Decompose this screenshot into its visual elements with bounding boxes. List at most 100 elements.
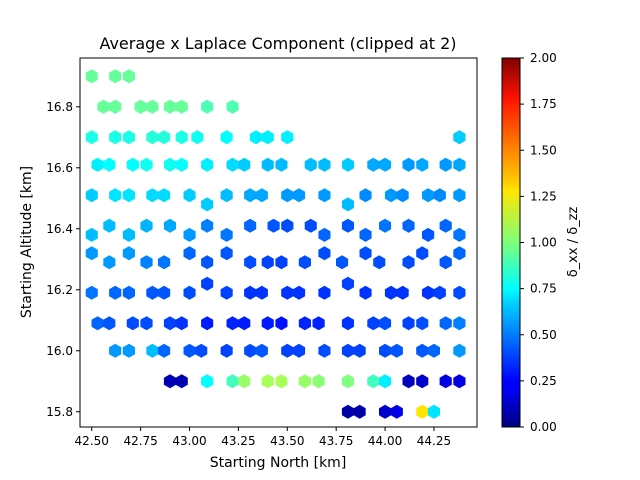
hex-cell [318,188,331,203]
hex-cell [453,130,466,145]
hex-cell [103,218,116,233]
hex-cell [422,227,435,242]
hex-cell [244,218,257,233]
hex-cell [183,227,196,242]
hex-cell [122,227,135,242]
hex-cell [341,343,354,358]
hex-cell [163,157,176,172]
hex-cell [379,316,392,331]
hex-cell [427,404,440,419]
hex-cell [140,157,153,172]
hex-cell [175,99,188,114]
hex-cell [318,285,331,300]
hex-cell [201,157,214,172]
hex-cell [453,316,466,331]
hex-cell [226,316,239,331]
colorbar-ticks: 0.00 0.25 0.50 0.75 1.00 1.25 1.50 1.75 2.00 [520,51,557,434]
x-tick-label: 43.25 [221,434,255,448]
hex-cell [373,255,386,270]
hex-cell [122,188,135,203]
hex-cell [109,343,122,358]
hex-cell [439,218,452,233]
hex-cell [220,227,233,242]
hex-cell [220,246,233,261]
x-tick-label: 43.00 [172,434,206,448]
hex-cell [201,218,214,233]
colorbar-tick-label: 0.25 [530,374,557,388]
hex-cell [384,188,397,203]
hex-cell [433,188,446,203]
hex-cell [359,188,372,203]
hex-cell [379,343,392,358]
hex-cell [85,285,98,300]
hex-cell [220,285,233,300]
y-axis: 15.8 16.0 16.2 16.4 16.6 16.8 [46,100,80,419]
hex-cell [140,218,153,233]
hex-cell [318,343,331,358]
hex-cell [175,374,188,389]
hex-cell [226,99,239,114]
y-tick-label: 16.4 [46,222,73,236]
hex-cell [201,316,214,331]
hex-cell [453,246,466,261]
hex-cell [275,255,288,270]
hex-cell [318,246,331,261]
colorbar-label: δ_xx / δ_zz [566,207,581,278]
hex-cell [122,343,135,358]
hex-cell [453,157,466,172]
colorbar-tick-label: 1.00 [530,236,557,250]
hex-cell [261,130,274,145]
chart-title: Average x Laplace Component (clipped at … [99,34,456,53]
y-axis-label: Starting Altitude [km] [19,166,35,318]
hex-cell [379,157,392,172]
hex-cell [416,343,429,358]
hex-cell [163,99,176,114]
hex-cell [416,316,429,331]
hex-cell [341,276,354,291]
hex-cell [318,227,331,242]
hex-cell [341,157,354,172]
hex-cell [379,218,392,233]
colorbar-tick-label: 0.00 [530,420,557,434]
hex-cell [427,343,440,358]
hex-cell [158,285,171,300]
hex-cell [109,130,122,145]
hex-cell [163,374,176,389]
hex-cell [146,285,159,300]
hex-cell [109,285,122,300]
x-tick-label: 44.25 [417,434,451,448]
y-tick-label: 16.0 [46,344,73,358]
hex-cell [158,343,171,358]
hex-cell [379,374,392,389]
hex-cell [126,157,139,172]
hex-cell [367,316,380,331]
hex-cell [390,404,403,419]
hex-cell [201,374,214,389]
hex-cell [439,255,452,270]
hex-cell [183,246,196,261]
hex-cell [384,285,397,300]
hex-cell [396,285,409,300]
hex-cell [122,130,135,145]
hex-cell [312,374,325,389]
hex-cell [109,188,122,203]
hex-cell [402,316,415,331]
hex-cell [146,130,159,145]
hex-cell [359,246,372,261]
hex-cell [298,374,311,389]
hex-cell [158,188,171,203]
colorbar-tick-label: 0.75 [530,282,557,296]
x-tick-label: 43.75 [319,434,353,448]
colorbar [501,57,521,428]
hex-cell [312,316,325,331]
hex-cell [416,246,429,261]
hex-cell [439,157,452,172]
hex-cell [379,404,392,419]
hex-cell [122,69,135,84]
hex-cell [191,130,204,145]
hex-cell [85,130,98,145]
hex-cell [433,285,446,300]
hex-cell [146,99,159,114]
hex-cell [122,246,135,261]
